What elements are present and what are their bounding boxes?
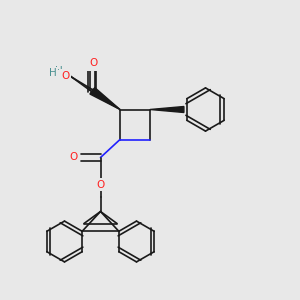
Text: O: O [60, 70, 69, 80]
Polygon shape [150, 106, 184, 112]
Text: O: O [62, 70, 70, 81]
Polygon shape [90, 89, 120, 110]
Text: O: O [69, 152, 78, 163]
Text: H: H [49, 68, 56, 79]
Text: O: O [87, 59, 96, 70]
Polygon shape [91, 88, 120, 110]
Text: O: O [96, 179, 105, 190]
Text: O: O [89, 58, 97, 68]
Text: H: H [55, 66, 62, 76]
